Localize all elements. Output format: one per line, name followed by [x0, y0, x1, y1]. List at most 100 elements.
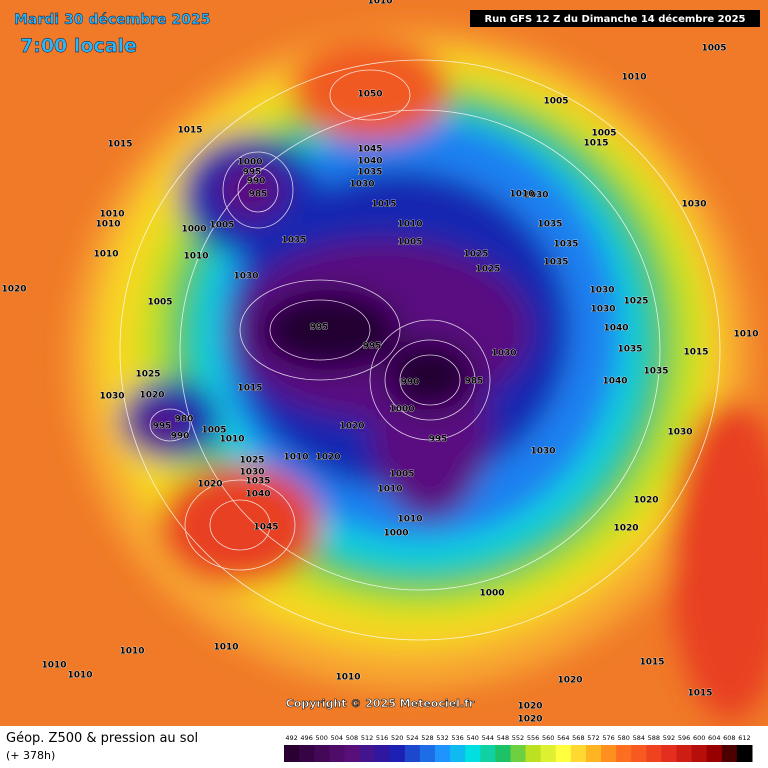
scale-label: 536	[451, 734, 463, 742]
scale-label: 588	[648, 734, 660, 742]
scale-swatch	[601, 745, 617, 762]
pressure-label: 1005	[201, 426, 226, 436]
pressure-label: 1025	[463, 250, 488, 260]
pressure-label: 1030	[239, 468, 264, 478]
scale-label: 596	[678, 734, 690, 742]
pressure-label: 1005	[591, 129, 616, 139]
pressure-label: 980	[175, 415, 194, 425]
scale-label: 564	[557, 734, 569, 742]
pressure-label: 1010	[219, 435, 244, 445]
scale-label: 548	[497, 734, 509, 742]
scale-swatch	[374, 745, 391, 762]
scale-swatch	[510, 745, 527, 762]
scale-swatch	[299, 745, 315, 762]
scale-swatch	[329, 745, 345, 762]
scale-label: 576	[602, 734, 614, 742]
pressure-label: 1015	[371, 200, 396, 210]
isobars	[119, 59, 721, 641]
pressure-label: 1020	[339, 422, 364, 432]
pressure-label: 1035	[643, 367, 668, 377]
run-banner	[470, 10, 760, 27]
pressure-label: 1035	[281, 236, 306, 246]
scale-swatch	[359, 745, 376, 762]
pressure-label: 1020	[139, 391, 164, 401]
scale-swatch	[344, 745, 360, 762]
pressure-label: 1015	[583, 139, 608, 149]
pressure-label: 1015	[107, 140, 132, 150]
pressure-label: 1010	[283, 453, 308, 463]
pressure-label: 1020	[315, 453, 340, 463]
pressure-label: 1030	[530, 447, 555, 457]
scale-swatch	[676, 745, 693, 762]
pressure-label: 995	[153, 422, 172, 432]
color-scale: 492 496 500 504 508 512 516 520 524 528 532 536 540 5…	[284, 734, 753, 762]
scale-swatch	[555, 745, 572, 762]
pressure-label: 1010	[213, 643, 238, 653]
pressure-label: 1020	[557, 676, 582, 686]
pressure-label: 1020	[197, 480, 222, 490]
pressure-label: 1010	[183, 252, 208, 262]
pressure-label: 1030	[667, 428, 692, 438]
scale-label: 592	[663, 734, 675, 742]
pressure-label: 995	[310, 323, 329, 333]
footer-subtitle: (+ 378h)	[6, 749, 55, 762]
pressure-label: 1015	[639, 658, 664, 668]
pressure-label: 1010	[509, 190, 534, 200]
pressure-label: 1005	[397, 238, 422, 248]
pressure-label: 985	[465, 377, 484, 387]
pressure-label: 1010	[119, 647, 144, 657]
pressure-label: 1030	[590, 305, 615, 315]
scale-swatch	[661, 745, 678, 762]
scale-label: 516	[376, 734, 388, 742]
pressure-label: 1010	[335, 673, 360, 683]
scale-label: 512	[361, 734, 373, 742]
pressure-label: 1010	[621, 73, 646, 83]
scale-label: 600	[693, 734, 705, 742]
pressure-label: 1005	[209, 221, 234, 231]
pressure-label: 1010	[93, 250, 118, 260]
scale-swatch	[691, 745, 708, 762]
scale-label: 612	[738, 734, 750, 742]
scale-label: 540	[466, 734, 478, 742]
scale-swatch	[284, 745, 300, 762]
pressure-label: 1050	[357, 90, 382, 100]
scale-swatch	[465, 745, 481, 762]
pressure-label: 1030	[233, 272, 258, 282]
pressure-label: 1030	[99, 392, 124, 402]
pressure-label: 1035	[617, 345, 642, 355]
pressure-label: 1010	[397, 515, 422, 525]
pressure-label: 995	[429, 435, 448, 445]
pressure-label: 1030	[349, 180, 374, 190]
pressure-label: 1035	[537, 220, 562, 230]
pressure-label: 1045	[253, 523, 278, 533]
pressure-label: 1025	[475, 265, 500, 275]
scale-swatch	[419, 745, 436, 762]
pressure-label: 1020	[633, 496, 658, 506]
geopotential-field	[70, 30, 768, 720]
scale-label: 520	[391, 734, 403, 742]
pressure-labels: 1010100510101050100510151015100510151045…	[1, 0, 759, 725]
pressure-label: 1010	[99, 210, 124, 220]
pressure-label: 1005	[147, 298, 172, 308]
pressure-label: 1040	[357, 157, 382, 167]
forecast-time: 7:00 locale	[20, 35, 137, 57]
scale-swatch	[631, 745, 647, 762]
pressure-label: 1000	[237, 158, 262, 168]
scale-label: 500	[316, 734, 328, 742]
pressure-label: 1030	[491, 349, 516, 359]
scale-swatch	[616, 745, 632, 762]
pressure-label: 1040	[245, 490, 270, 500]
pressure-label: 1040	[602, 377, 627, 387]
scale-label: 552	[512, 734, 524, 742]
scale-label: 568	[572, 734, 584, 742]
pressure-label: 1040	[603, 324, 628, 334]
pressure-label: 1020	[517, 715, 542, 725]
scale-label: 580	[617, 734, 629, 742]
pressure-label: 1010	[67, 671, 92, 681]
scale-swatch	[525, 745, 542, 762]
scale-swatch	[495, 745, 511, 762]
pressure-label: 1025	[135, 370, 160, 380]
pressure-label: 990	[247, 177, 266, 187]
pressure-label: 1010	[377, 485, 402, 495]
pressure-label: 1015	[683, 348, 708, 358]
